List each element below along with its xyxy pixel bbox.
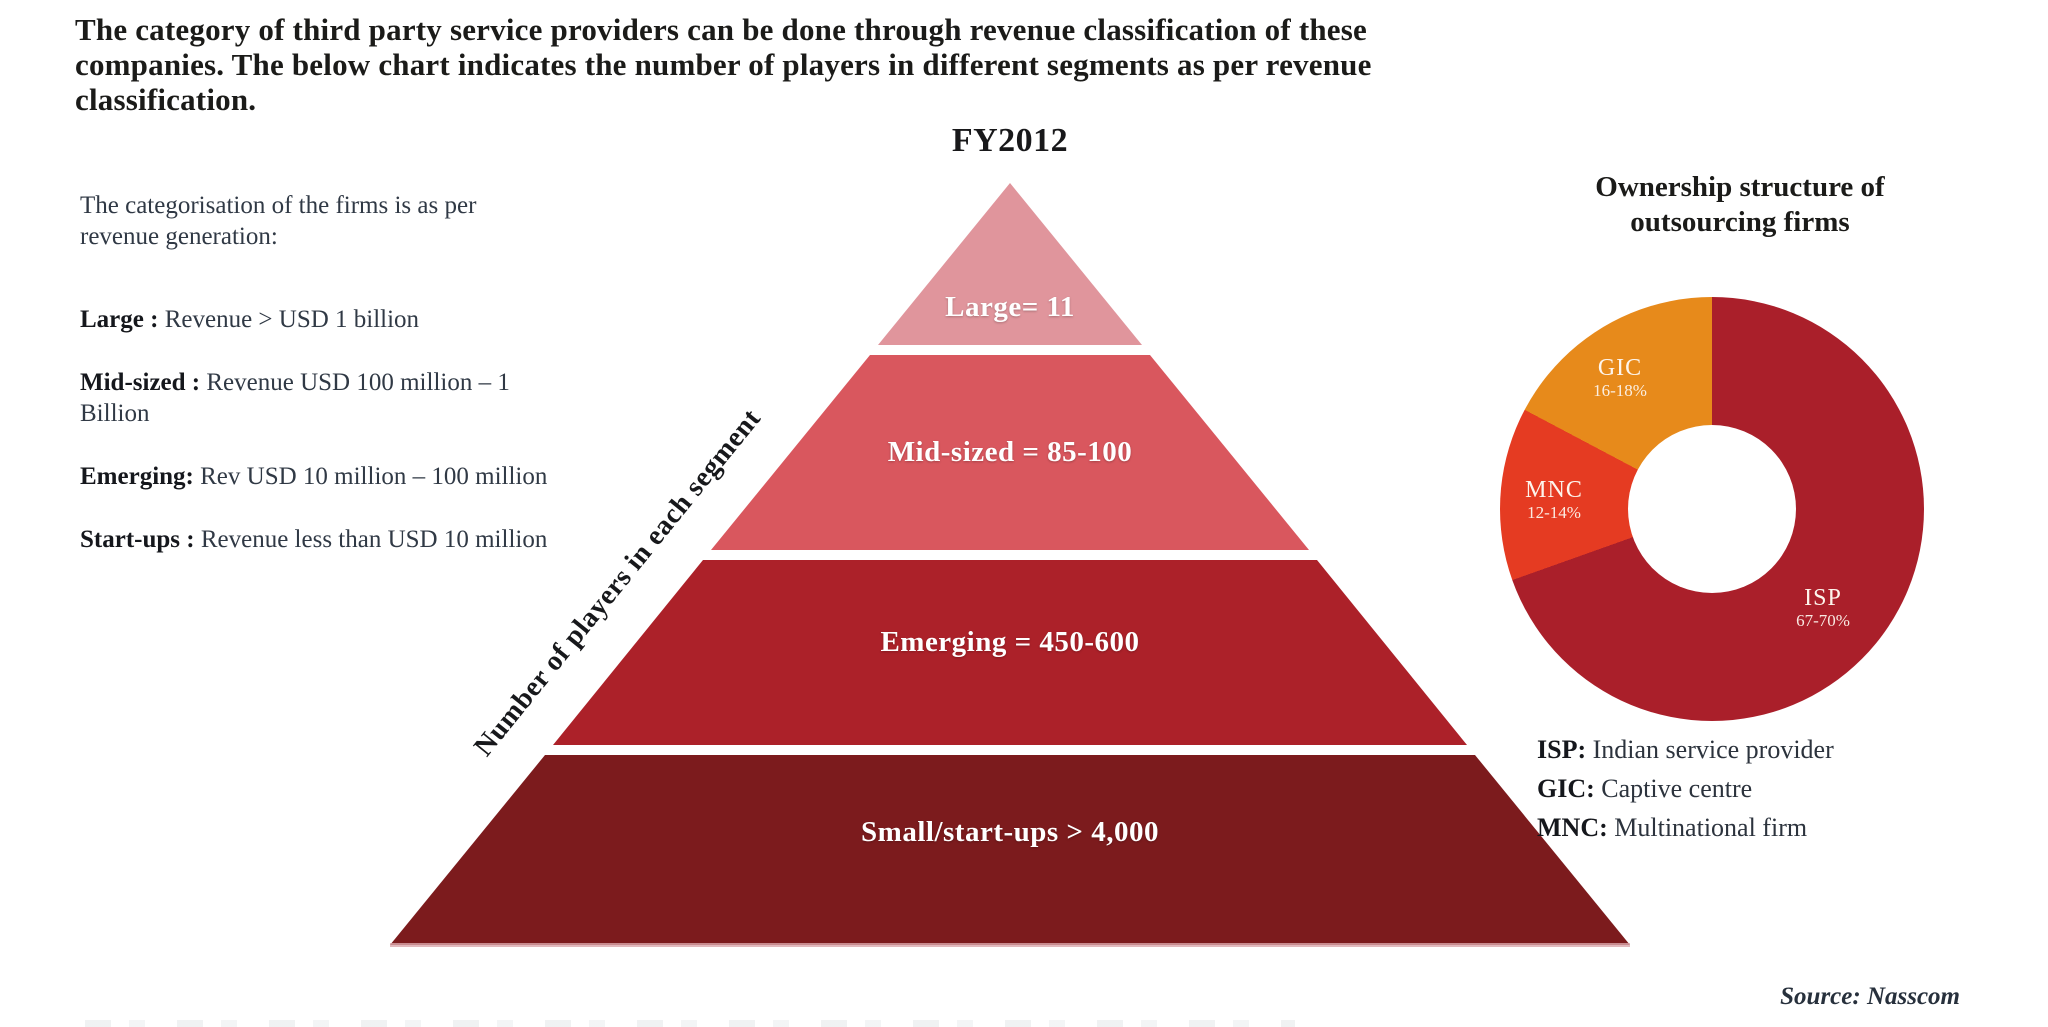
definition-emerging-term: Emerging:	[80, 463, 194, 490]
legend-gic-abbr: GIC:	[1537, 774, 1595, 803]
donut-chart-title: Ownership structure of outsourcing firms	[1595, 171, 1885, 238]
donut-legend: ISP: Indian service provider GIC: Captiv…	[1537, 730, 1834, 847]
pyramid-label-emerging: Emerging = 450-600	[880, 626, 1140, 658]
legend-item-isp: ISP: Indian service provider	[1537, 730, 1834, 769]
donut-label-isp-range: 67-70%	[1796, 611, 1850, 630]
pyramid-layer-small-start-ups	[390, 755, 1630, 945]
pyramid-layer-emerging	[553, 560, 1467, 745]
donut-chart: GIC 16-18% MNC 12-14% ISP 67-70%	[1500, 297, 1924, 721]
donut-label-isp-name: ISP	[1804, 585, 1842, 611]
revenue-definitions: The categorisation of the firms is as pe…	[80, 190, 560, 587]
definition-large: Large : Revenue > USD 1 billion	[80, 304, 560, 335]
source-note: Source: Nasscom	[1780, 983, 1960, 1010]
donut-label-gic-name: GIC	[1597, 355, 1643, 381]
legend-mnc-abbr: MNC:	[1537, 813, 1608, 842]
cut-off-text-artifact	[85, 1020, 1295, 1027]
donut-label-gic: GIC 16-18%	[1558, 355, 1682, 401]
legend-isp-abbr: ISP:	[1537, 735, 1587, 764]
donut-hole	[1628, 425, 1796, 593]
definition-start-ups-term: Start-ups :	[80, 526, 195, 553]
legend-gic-desc: Captive centre	[1594, 774, 1753, 803]
legend-mnc-desc: Multinational firm	[1607, 813, 1808, 842]
definition-start-ups-desc: Revenue less than USD 10 million	[194, 526, 548, 553]
definitions-intro: The categorisation of the firms is as pe…	[80, 192, 477, 250]
pyramid-label-mid-sized: Mid-sized = 85-100	[887, 436, 1133, 468]
pyramid-base-line	[390, 943, 1630, 947]
page-title: The category of third party service prov…	[75, 12, 1372, 117]
definition-emerging: Emerging: Rev USD 10 million – 100 milli…	[80, 461, 560, 492]
definition-mid-sized-term: Mid-sized :	[80, 369, 201, 396]
pyramid-chart-title: FY2012	[951, 122, 1069, 159]
donut-label-mnc: MNC 12-14%	[1494, 477, 1614, 523]
donut-label-isp: ISP 67-70%	[1758, 585, 1888, 631]
donut-label-mnc-range: 12-14%	[1527, 503, 1581, 522]
legend-item-mnc: MNC: Multinational firm	[1537, 808, 1834, 847]
pyramid-label-small-start-ups: Small/start-ups > 4,000	[861, 816, 1159, 848]
definition-mid-sized-desc: Revenue USD 100 million – 1 Billion	[80, 369, 510, 427]
pyramid-chart: Large= 11 Mid-sized = 85-100 Emerging = …	[390, 183, 1630, 947]
legend-item-gic: GIC: Captive centre	[1537, 769, 1834, 808]
donut-label-gic-range: 16-18%	[1593, 381, 1647, 400]
legend-isp-desc: Indian service provider	[1586, 735, 1834, 764]
definition-mid-sized: Mid-sized : Revenue USD 100 million – 1 …	[80, 367, 560, 429]
definition-start-ups: Start-ups : Revenue less than USD 10 mil…	[80, 524, 560, 555]
pyramid-label-large: Large= 11	[945, 291, 1075, 323]
donut-label-mnc-name: MNC	[1525, 477, 1583, 503]
definition-large-term: Large :	[80, 306, 159, 333]
definition-large-desc: Revenue > USD 1 billion	[158, 306, 420, 333]
definition-emerging-desc: Rev USD 10 million – 100 million	[193, 463, 548, 490]
